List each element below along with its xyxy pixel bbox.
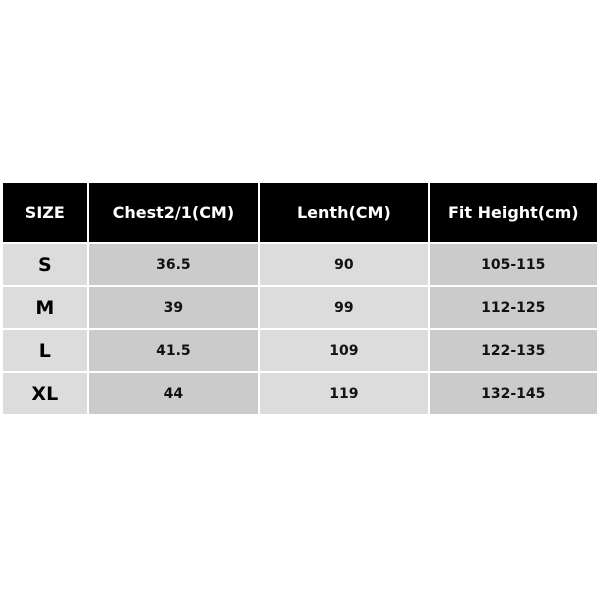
table-row: S 36.5 90 105-115 <box>3 244 597 285</box>
cell-size: M <box>3 287 87 328</box>
cell-chest: 39 <box>88 287 259 328</box>
cell-fit-height: 132-145 <box>429 373 597 414</box>
cell-size: S <box>3 244 87 285</box>
header-chest: Chest2/1(CM) <box>88 183 259 242</box>
cell-length: 99 <box>260 287 428 328</box>
cell-length: 109 <box>260 330 428 371</box>
cell-fit-height: 112-125 <box>429 287 597 328</box>
cell-chest: 36.5 <box>88 244 259 285</box>
size-chart-table: SIZE Chest2/1(CM) Lenth(CM) Fit Height(c… <box>1 181 599 416</box>
header-fit-height: Fit Height(cm) <box>429 183 597 242</box>
table-row: M 39 99 112-125 <box>3 287 597 328</box>
cell-length: 90 <box>260 244 428 285</box>
header-length: Lenth(CM) <box>260 183 428 242</box>
header-size: SIZE <box>3 183 87 242</box>
header-row: SIZE Chest2/1(CM) Lenth(CM) Fit Height(c… <box>3 183 597 242</box>
cell-fit-height: 105-115 <box>429 244 597 285</box>
cell-chest: 44 <box>88 373 259 414</box>
cell-size: L <box>3 330 87 371</box>
cell-chest: 41.5 <box>88 330 259 371</box>
cell-size: XL <box>3 373 87 414</box>
table-row: XL 44 119 132-145 <box>3 373 597 414</box>
cell-length: 119 <box>260 373 428 414</box>
cell-fit-height: 122-135 <box>429 330 597 371</box>
table-row: L 41.5 109 122-135 <box>3 330 597 371</box>
